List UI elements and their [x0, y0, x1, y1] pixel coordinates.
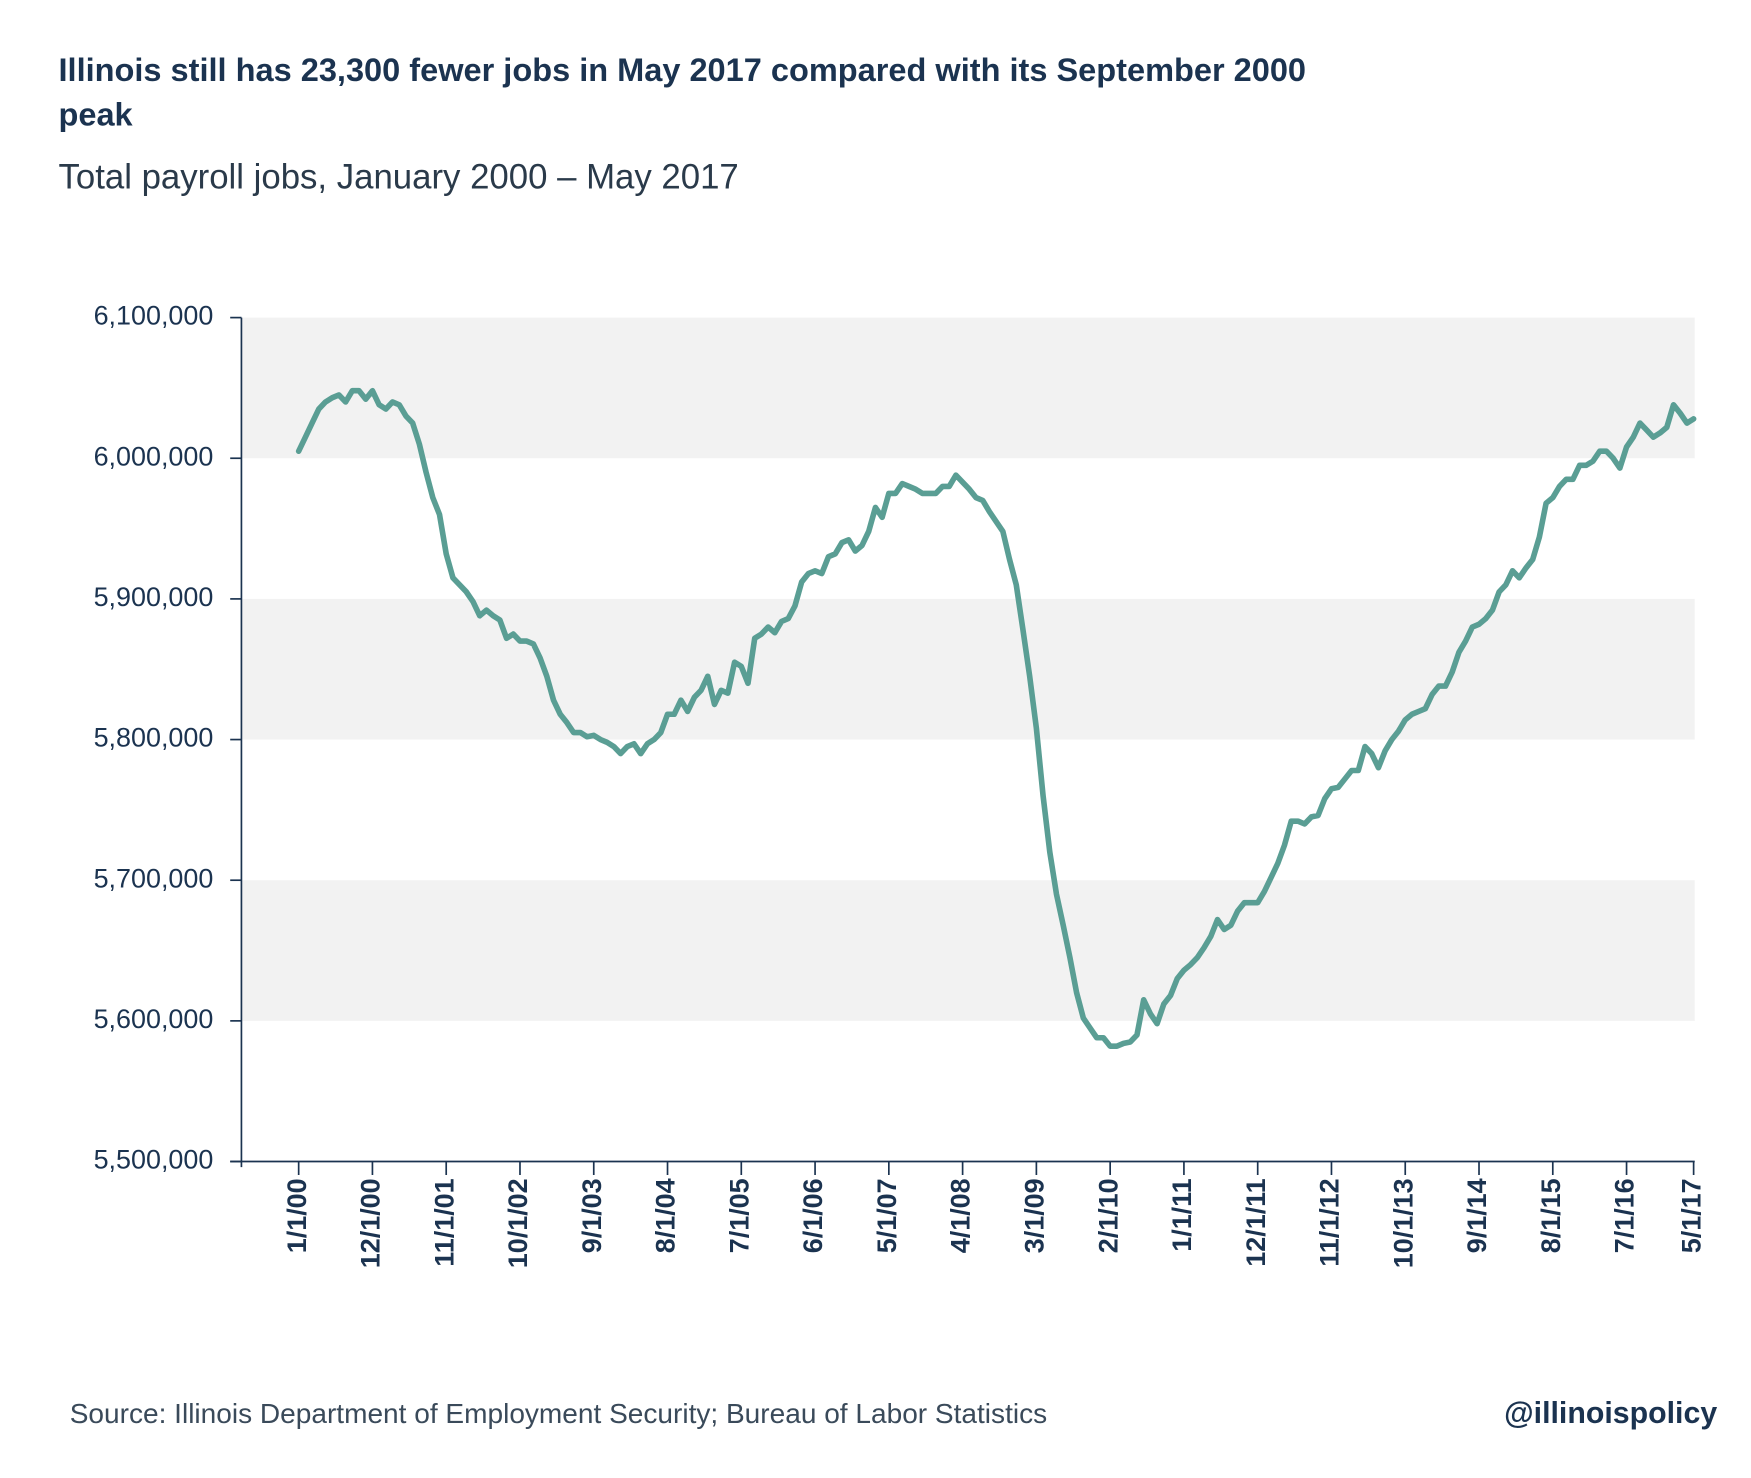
x-tick-label: 9/1/03 — [577, 1178, 607, 1253]
chart-title-line-1: Illinois still has 23,300 fewer jobs in … — [59, 52, 1307, 88]
x-tick-label: 12/1/11 — [1241, 1178, 1271, 1266]
x-tick-label: 9/1/14 — [1462, 1178, 1492, 1253]
x-tick-label: 11/1/01 — [429, 1178, 459, 1266]
grid-band — [241, 880, 1695, 1021]
x-tick-label: 11/1/12 — [1315, 1178, 1345, 1266]
x-tick-label: 2/1/10 — [1093, 1178, 1123, 1253]
x-tick-label: 5/1/07 — [872, 1178, 902, 1253]
x-tick-label: 10/1/02 — [503, 1178, 533, 1268]
x-tick-label: 7/1/16 — [1610, 1178, 1640, 1253]
chart-title-line-2: peak — [59, 97, 134, 133]
y-tick-label: 5,500,000 — [94, 1145, 214, 1175]
chart-subtitle: Total payroll jobs, January 2000 – May 2… — [59, 159, 739, 197]
x-tick-label: 3/1/09 — [1019, 1178, 1049, 1253]
x-tick-label: 4/1/08 — [946, 1178, 976, 1253]
y-tick-label: 5,900,000 — [94, 582, 214, 612]
y-tick-label: 5,700,000 — [94, 863, 214, 893]
y-tick-label: 5,600,000 — [94, 1004, 214, 1034]
credit: @illinoispolicy — [1504, 1397, 1717, 1430]
x-tick-label: 7/1/05 — [724, 1178, 754, 1253]
x-tick-label: 1/1/00 — [282, 1178, 312, 1253]
x-tick-label: 8/1/15 — [1536, 1178, 1566, 1253]
x-tick-label: 6/1/06 — [798, 1178, 828, 1253]
x-tick-label: 12/1/00 — [356, 1178, 386, 1268]
y-tick-label: 5,800,000 — [94, 723, 214, 753]
y-tick-label: 6,100,000 — [94, 301, 214, 331]
y-tick-label: 6,000,000 — [94, 441, 214, 471]
x-tick-label: 5/1/17 — [1677, 1178, 1707, 1253]
source-note: Source: Illinois Department of Employmen… — [70, 1398, 1047, 1429]
x-tick-label: 8/1/04 — [651, 1178, 681, 1253]
grid-band — [241, 598, 1695, 740]
grid-band — [241, 317, 1695, 459]
data-line — [295, 387, 1697, 1049]
x-tick-label: 10/1/13 — [1388, 1178, 1418, 1268]
x-tick-label: 1/1/11 — [1167, 1178, 1197, 1251]
